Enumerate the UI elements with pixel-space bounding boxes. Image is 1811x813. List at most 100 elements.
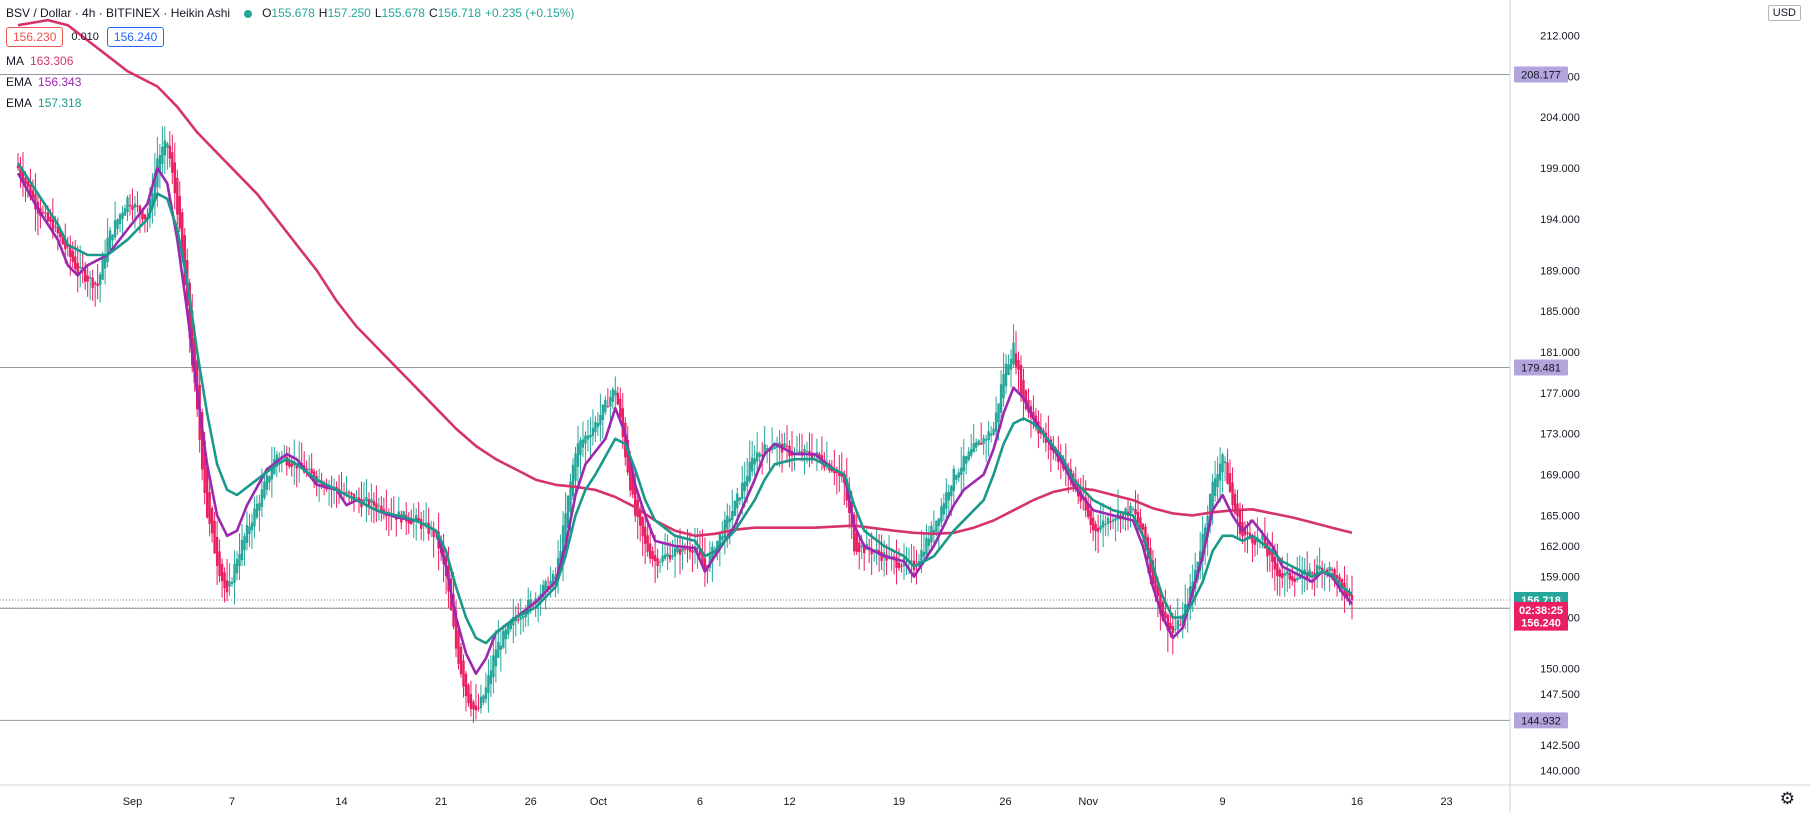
candle-body bbox=[1301, 571, 1304, 578]
candle-body bbox=[1278, 569, 1282, 577]
candle-body bbox=[691, 550, 694, 553]
x-tick-label: Oct bbox=[590, 796, 607, 808]
candle-body bbox=[255, 503, 259, 518]
candle-body bbox=[1166, 614, 1170, 631]
candle-body bbox=[467, 684, 470, 704]
y-tick-label: 162.000 bbox=[1540, 541, 1580, 553]
ohlc-close: C156.718 bbox=[428, 6, 481, 20]
candle-body bbox=[683, 548, 687, 550]
candle-body bbox=[153, 173, 157, 201]
series-line-ema bbox=[16, 162, 1353, 645]
candle-body bbox=[653, 555, 657, 562]
currency-button[interactable]: USD bbox=[1767, 5, 1801, 21]
ohlc-high: H157.250 bbox=[318, 6, 371, 20]
price-tag-label: 02:38:25 bbox=[1519, 605, 1563, 617]
candle-body bbox=[424, 522, 428, 524]
candle-body bbox=[1310, 572, 1314, 574]
candle-body bbox=[1111, 519, 1115, 522]
candle-body bbox=[1144, 526, 1147, 547]
candle-body bbox=[1121, 511, 1125, 518]
candle-body bbox=[1253, 539, 1257, 545]
indicator-ma[interactable]: MA 163.306 bbox=[6, 54, 74, 68]
series-line-ma bbox=[17, 18, 1353, 538]
buy-button[interactable]: 156.240 bbox=[106, 27, 165, 47]
candle-body bbox=[604, 399, 607, 413]
candle-body bbox=[1328, 566, 1331, 572]
candle-body bbox=[1206, 515, 1209, 538]
candle-body bbox=[721, 536, 724, 541]
candle-body bbox=[454, 610, 458, 649]
candle-body bbox=[940, 506, 943, 523]
candle-body bbox=[128, 204, 132, 207]
candle-body bbox=[795, 452, 799, 454]
gear-icon[interactable]: ⚙ bbox=[1779, 789, 1795, 808]
candle-body bbox=[178, 196, 181, 229]
candle-body bbox=[225, 580, 229, 593]
candle-body bbox=[736, 493, 739, 509]
candle-body bbox=[728, 518, 731, 523]
candle-body bbox=[733, 500, 736, 516]
candle-body bbox=[106, 237, 109, 263]
candle-body bbox=[1320, 567, 1324, 573]
candle-body bbox=[594, 421, 597, 433]
sell-button[interactable]: 156.230 bbox=[6, 27, 64, 47]
candle-body bbox=[290, 463, 293, 467]
candle-body bbox=[64, 238, 67, 250]
candle-body bbox=[663, 554, 667, 559]
candle-body bbox=[362, 499, 366, 504]
candle-body bbox=[877, 550, 881, 554]
candle-body bbox=[658, 561, 662, 563]
candle-body bbox=[367, 499, 371, 507]
level-tag-label: 208.177 bbox=[1521, 69, 1561, 81]
candle-body bbox=[288, 461, 291, 467]
candle-body bbox=[1231, 482, 1234, 506]
candle-body bbox=[1136, 511, 1140, 524]
candle-body bbox=[1009, 359, 1013, 370]
candle-body bbox=[892, 556, 896, 559]
candle-body bbox=[312, 471, 316, 481]
candle-body bbox=[561, 525, 565, 560]
candle-body bbox=[230, 581, 234, 584]
candle-body bbox=[265, 474, 269, 490]
candle-body bbox=[1348, 593, 1351, 597]
candle-body bbox=[502, 630, 505, 648]
candle-body bbox=[79, 266, 82, 268]
candle-body bbox=[1014, 353, 1018, 367]
candle-body bbox=[310, 468, 313, 474]
symbol-legend: BSV / Dollar · 4h · BITFINEX · Heikin As… bbox=[6, 6, 578, 20]
candle-body bbox=[61, 233, 64, 245]
candle-body bbox=[307, 468, 311, 470]
candle-body bbox=[1141, 523, 1145, 530]
candle-body bbox=[71, 251, 74, 262]
indicator-ema-fast[interactable]: EMA 156.343 bbox=[6, 75, 82, 89]
candle-body bbox=[1313, 573, 1316, 575]
candle-body bbox=[838, 472, 841, 477]
candle-body bbox=[1007, 364, 1010, 375]
candle-body bbox=[171, 152, 174, 173]
candle-body bbox=[260, 489, 264, 507]
candle-body bbox=[925, 537, 928, 555]
candle-body bbox=[477, 707, 480, 709]
candle-body bbox=[176, 177, 179, 215]
candle-body bbox=[858, 542, 861, 553]
candle-body bbox=[235, 558, 239, 574]
candle-body bbox=[168, 145, 172, 159]
candle-body bbox=[1213, 478, 1217, 496]
candle-body bbox=[1094, 524, 1097, 532]
candle-body bbox=[970, 448, 973, 456]
candle-body bbox=[19, 166, 22, 177]
candle-body bbox=[377, 505, 381, 507]
candle-body bbox=[347, 492, 351, 494]
candle-body bbox=[350, 492, 353, 495]
candle-body bbox=[93, 282, 97, 285]
candle-body bbox=[34, 194, 37, 210]
indicator-ema-slow[interactable]: EMA 157.318 bbox=[6, 96, 82, 110]
candle-body bbox=[738, 497, 741, 501]
y-tick-label: 142.500 bbox=[1540, 740, 1580, 752]
candle-body bbox=[897, 562, 901, 569]
candle-body bbox=[853, 514, 856, 552]
candle-body bbox=[1004, 363, 1008, 387]
candle-body bbox=[410, 520, 413, 525]
candle-body bbox=[805, 450, 809, 452]
